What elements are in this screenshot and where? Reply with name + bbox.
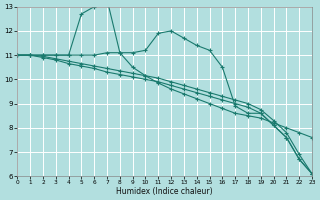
X-axis label: Humidex (Indice chaleur): Humidex (Indice chaleur): [116, 187, 213, 196]
